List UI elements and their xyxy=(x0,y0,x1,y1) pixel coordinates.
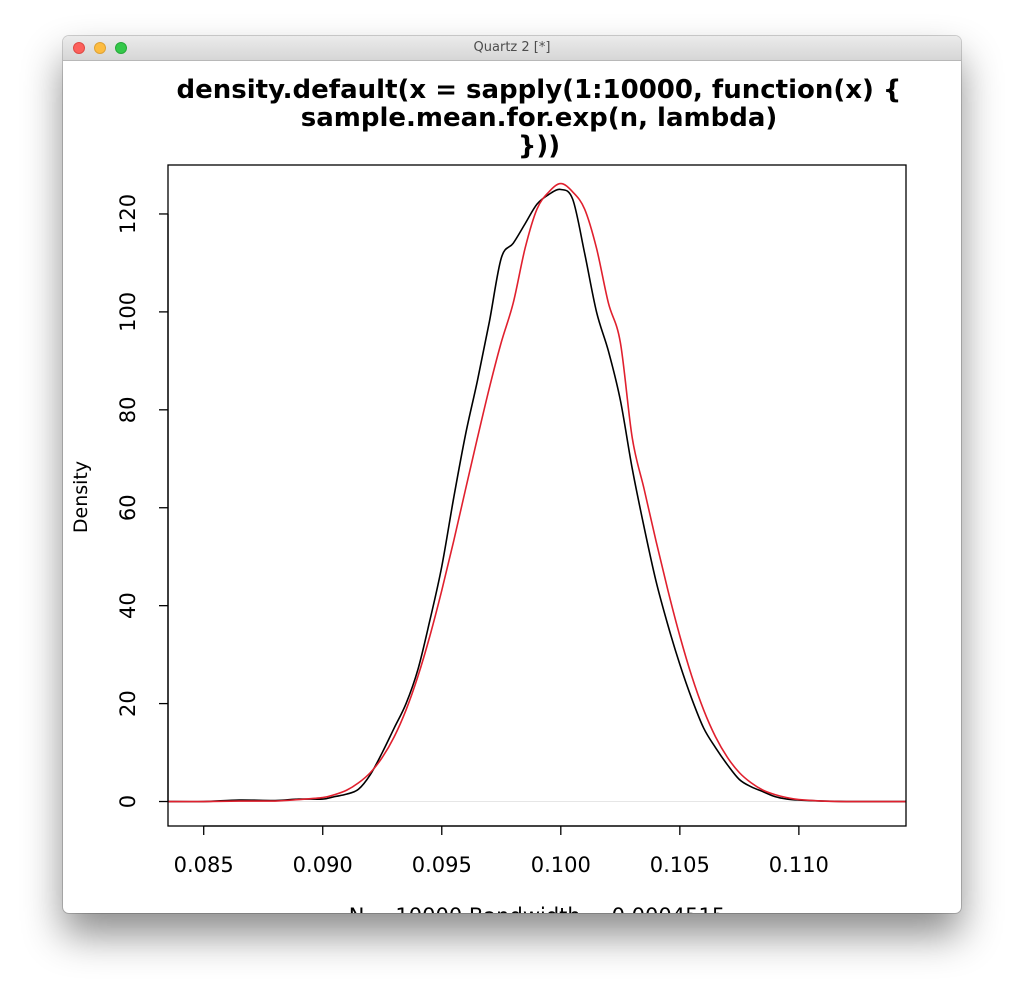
x-tick-label: 0.110 xyxy=(769,853,829,877)
window-title: Quartz 2 [*] xyxy=(473,40,551,55)
y-tick-label: 100 xyxy=(116,292,140,332)
x-axis: 0.085 0.090 0.095 0.100 0.105 0.110 xyxy=(174,825,829,877)
zoom-window-button[interactable] xyxy=(115,42,127,54)
chart-title-line-3: })) xyxy=(518,131,560,161)
normal-density-line xyxy=(167,182,906,803)
y-tick-label: 60 xyxy=(116,494,140,521)
x-tick-label: 0.090 xyxy=(293,853,353,877)
y-tick-label: 40 xyxy=(116,592,140,619)
y-axis-label: Density xyxy=(70,461,92,533)
chart-title: density.default(x = sapply(1:10000, func… xyxy=(177,75,902,161)
close-window-button[interactable] xyxy=(73,42,85,54)
x-axis-label: N = 10000 Bandwidth = 0.0004515 xyxy=(349,904,725,913)
y-tick-label: 80 xyxy=(116,396,140,423)
series-layer xyxy=(167,182,906,803)
x-tick-label: 0.085 xyxy=(174,853,234,877)
x-tick-label: 0.105 xyxy=(650,853,710,877)
plot-area: density.default(x = sapply(1:10000, func… xyxy=(63,61,961,913)
quartz-window: Quartz 2 [*] density.default(x = sapply(… xyxy=(63,36,961,913)
y-tick-label: 0 xyxy=(116,795,140,808)
empirical-density-line xyxy=(167,188,906,803)
plot-box xyxy=(167,164,907,827)
y-axis: 0 20 40 60 80 100 120 xyxy=(116,194,169,808)
x-tick-label: 0.100 xyxy=(531,853,591,877)
y-tick-label: 120 xyxy=(116,194,140,234)
chart-title-line-1: density.default(x = sapply(1:10000, func… xyxy=(177,75,902,105)
density-chart: density.default(x = sapply(1:10000, func… xyxy=(70,75,907,913)
x-tick-label: 0.095 xyxy=(412,853,472,877)
chart-title-line-2: sample.mean.for.exp(n, lambda) xyxy=(301,103,778,133)
title-bar[interactable]: Quartz 2 [*] xyxy=(63,36,961,61)
y-tick-label: 20 xyxy=(116,690,140,717)
minimize-window-button[interactable] xyxy=(94,42,106,54)
